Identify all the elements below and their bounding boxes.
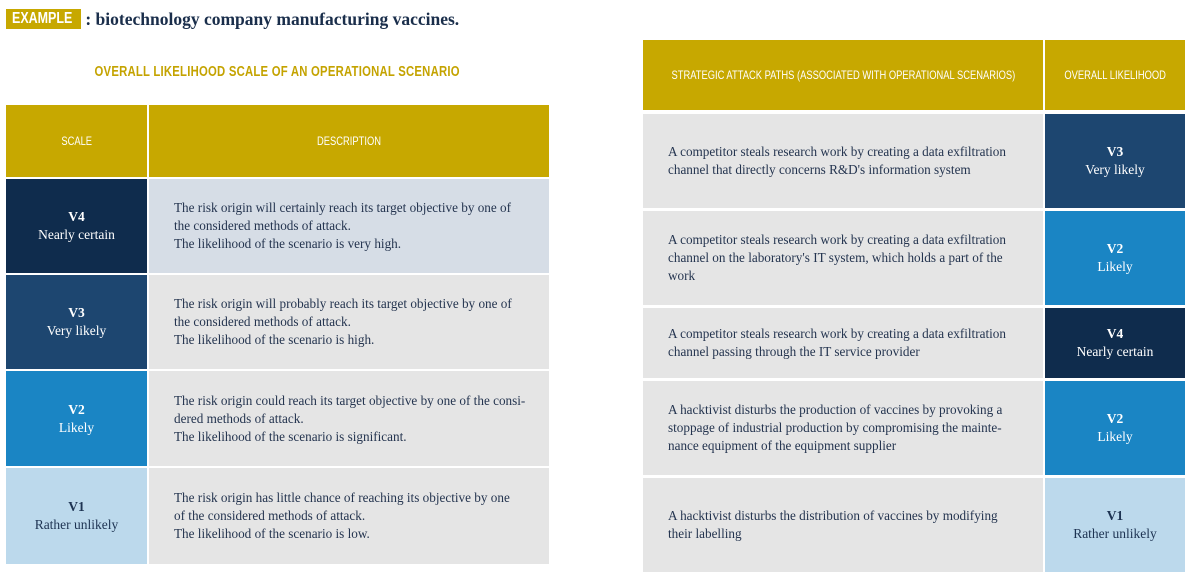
- description-cell-v4: The risk origin will certainly reach its…: [149, 179, 549, 273]
- description-column-header: DESCRIPTION: [149, 105, 549, 177]
- likelihood-code: V2: [1106, 241, 1124, 256]
- description-line: the considered methods of attack.: [174, 218, 351, 233]
- likelihood-cell-v2: V2 Likely: [1045, 381, 1185, 475]
- likelihood-code: V4: [1106, 326, 1124, 341]
- attack-path-cell: A hacktivist disturbs the distribution o…: [643, 478, 1043, 572]
- description-line: The likelihood of the scenario is signif…: [174, 428, 407, 444]
- scale-cell-v2: V2 Likely: [6, 371, 147, 466]
- scale-cell-v1: V1 Rather unlikely: [6, 468, 147, 564]
- likelihood-cell-v3: V3 Very likely: [1045, 114, 1185, 208]
- scale-code: V2: [68, 401, 85, 417]
- scale-label: Very likely: [46, 323, 107, 338]
- scale-label: Nearly certain: [38, 227, 115, 242]
- attack-path-line: channel that directly concerns R&D's inf…: [668, 162, 971, 177]
- description-line: of the considered methods of attack.: [174, 508, 366, 523]
- likelihood-code: V1: [1106, 508, 1124, 523]
- attack-path-line: their labelling: [668, 526, 742, 541]
- description-cell-v2: The risk origin could reach its target o…: [149, 371, 549, 466]
- description-line: The risk origin has little chance of rea…: [174, 490, 510, 505]
- example-badge: EXAMPLE: [6, 9, 82, 29]
- likelihood-cell-v2: V2 Likely: [1045, 211, 1185, 305]
- description-line: The risk origin will certainly reach its…: [174, 200, 512, 215]
- description-cell-v3: The risk origin will probably reach its …: [149, 275, 549, 369]
- description-line: the considered methods of attack.: [174, 314, 351, 329]
- description-line: The risk origin could reach its target o…: [174, 392, 526, 408]
- likelihood-label: Rather unlikely: [1073, 526, 1157, 541]
- attack-paths-column-header: STRATEGIC ATTACK PATHS (ASSOCIATED WITH …: [643, 40, 1043, 110]
- scale-cell-v4: V4 Nearly certain: [6, 179, 147, 273]
- attack-path-cell: A competitor steals research work by cre…: [643, 308, 1043, 378]
- description-line: The likelihood of the scenario is very h…: [174, 236, 402, 251]
- scale-code: V1: [68, 499, 85, 514]
- left-table-title: OVERALL LIKELIHOOD SCALE OF AN OPERATION…: [94, 64, 461, 80]
- scale-code: V4: [68, 209, 85, 224]
- scale-label: Rather unlikely: [34, 517, 119, 532]
- attack-path-line: A competitor steals research work by cre…: [668, 326, 1006, 341]
- attack-path-cell: A competitor steals research work by cre…: [643, 211, 1043, 305]
- scale-cell-v3: V3 Very likely: [6, 275, 147, 369]
- attack-path-line: A hacktivist disturbs the distribution o…: [668, 508, 998, 523]
- attack-path-line: stoppage of industrial production by com…: [668, 420, 1002, 435]
- description-line: The likelihood of the scenario is high.: [174, 332, 375, 347]
- description-line: dered methods of attack.: [174, 410, 304, 426]
- description-line: The likelihood of the scenario is low.: [174, 526, 370, 541]
- overall-likelihood-column-header: OVERALL LIKELIHOOD: [1045, 40, 1185, 110]
- scale-code: V3: [68, 305, 85, 320]
- likelihood-label: Likely: [1097, 429, 1133, 444]
- likelihood-cell-v1: V1 Rather unlikely: [1045, 478, 1185, 572]
- attack-path-line: A hacktivist disturbs the production of …: [668, 402, 1003, 417]
- likelihood-code: V2: [1106, 411, 1124, 426]
- attack-path-line: A competitor steals research work by cre…: [668, 144, 1006, 159]
- likelihood-label: Likely: [1097, 259, 1133, 274]
- scale-column-header: SCALE: [6, 105, 147, 177]
- attack-path-line: channel on the laboratory's IT system, w…: [668, 250, 1003, 283]
- example-text: : biotechnology company manufacturing va…: [85, 8, 460, 29]
- example-heading: EXAMPLE : biotechnology company manufact…: [6, 8, 459, 30]
- attack-path-cell: A competitor steals research work by cre…: [643, 114, 1043, 208]
- description-cell-v1: The risk origin has little chance of rea…: [149, 468, 549, 564]
- likelihood-code: V3: [1106, 144, 1124, 159]
- attack-path-line: nance equipment of the equipment supplie…: [668, 438, 897, 453]
- attack-path-line: A competitor steals research work by cre…: [668, 232, 1006, 247]
- attack-path-cell: A hacktivist disturbs the production of …: [643, 381, 1043, 475]
- likelihood-label: Nearly certain: [1076, 344, 1154, 359]
- scale-label: Likely: [58, 419, 95, 435]
- description-line: The risk origin will probably reach its …: [174, 296, 512, 311]
- attack-path-line: channel passing through the IT service p…: [668, 344, 920, 359]
- likelihood-label: Very likely: [1085, 162, 1145, 177]
- likelihood-cell-v4: V4 Nearly certain: [1045, 308, 1185, 378]
